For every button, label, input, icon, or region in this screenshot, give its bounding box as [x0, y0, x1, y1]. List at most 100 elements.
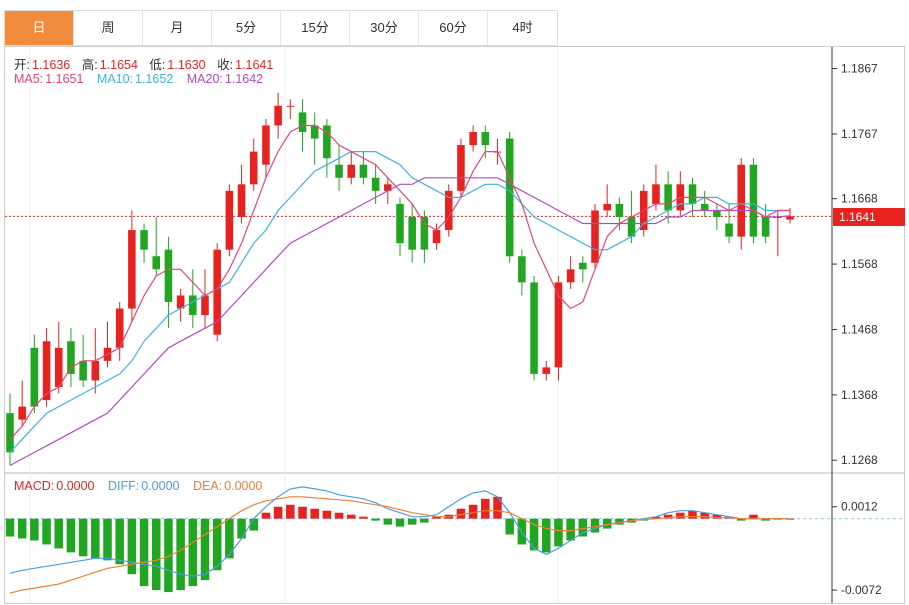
macd-bar [115, 518, 124, 565]
ma5-value: 1.1651 [45, 72, 84, 86]
macd-bar [420, 518, 429, 523]
macd-bar [529, 518, 539, 551]
candle-body [18, 406, 26, 420]
dea-line [9, 496, 790, 594]
candle-body [152, 256, 161, 270]
candle-body [213, 249, 221, 335]
current-price-label: 1.1641 [833, 208, 905, 226]
candle-body [79, 360, 87, 381]
ohlc-info: 开: 1.1636 高: 1.1654 低: 1.1630 收: 1.1641 [14, 54, 275, 73]
candle-body [30, 347, 39, 407]
candle-body [713, 210, 721, 217]
macd-bar [700, 512, 709, 519]
candle-body [761, 217, 770, 237]
macd-info: MACD: 0.0000 DIFF: 0.0000 DEA: 0.0000 [14, 479, 264, 493]
candle-body [323, 125, 331, 159]
candle-body [481, 132, 490, 146]
candle-body [700, 203, 709, 211]
chart-frame [4, 46, 905, 604]
candle-body [603, 203, 611, 211]
macd-bar [127, 518, 137, 575]
candle-body [408, 217, 416, 250]
candle-body [371, 177, 380, 191]
diff-label: DIFF: [108, 479, 140, 493]
candle-body [201, 295, 209, 316]
candle-body [566, 269, 575, 283]
candle-body [579, 262, 587, 270]
candle-body [274, 105, 282, 126]
macd-bar [712, 514, 722, 519]
candle-body [749, 164, 758, 237]
macd-bar [286, 504, 295, 519]
price-tick-label: 1.1767 [841, 127, 878, 141]
candle-body [115, 308, 124, 348]
period-tabs: 日 周 月 5分 15分 30分 60分 4时 [4, 10, 558, 46]
macd-bar [505, 518, 514, 535]
ma10-label: MA10: [96, 72, 134, 86]
candle-body [286, 105, 295, 107]
candle-body [335, 164, 343, 178]
price-tick-label: 1.1368 [841, 388, 878, 402]
high-value: 1.1654 [99, 58, 138, 72]
ma20-line [9, 177, 791, 467]
macd-bar [5, 518, 15, 537]
tab-5min[interactable]: 5分 [212, 11, 281, 45]
price-tick-label: 1.1468 [841, 322, 878, 336]
macd-bar [261, 512, 271, 519]
tab-day[interactable]: 日 [5, 11, 74, 45]
low-value: 1.1630 [167, 58, 206, 72]
candle-body [554, 282, 563, 368]
macd-bar [322, 510, 332, 519]
macd-bar [225, 518, 234, 559]
candle-body [627, 217, 636, 237]
tab-week[interactable]: 周 [74, 11, 143, 45]
macd-bar [334, 512, 344, 519]
macd-bar [54, 518, 64, 549]
macd-bar [578, 518, 588, 537]
candle-body [91, 360, 100, 381]
candle-body [518, 256, 526, 283]
macd-bar [468, 504, 478, 519]
tab-60min[interactable]: 60分 [419, 11, 488, 45]
macd-bar [17, 518, 27, 539]
candle-body [786, 216, 794, 220]
macd-bar [176, 518, 185, 591]
ma5-line [9, 124, 790, 440]
macd-bar [456, 508, 466, 519]
close-value: 1.1641 [235, 58, 274, 72]
ma20-label: MA20: [186, 72, 223, 86]
candle-body [664, 184, 672, 211]
macd-bar [407, 518, 417, 525]
tab-30min[interactable]: 30分 [350, 11, 419, 45]
macd-bar [432, 516, 441, 519]
candle-body [310, 125, 319, 139]
macd-bar [273, 506, 283, 519]
tab-15min[interactable]: 15分 [281, 11, 350, 45]
ma20-value: 1.1642 [224, 72, 264, 86]
macd-bar [298, 506, 307, 519]
macd-bar [371, 518, 380, 521]
price-tick-label: 1.1668 [841, 192, 878, 206]
macd-bar [237, 518, 246, 539]
macd-bar [200, 518, 210, 581]
candle-body [189, 295, 197, 316]
macd-bar [602, 518, 612, 529]
candle-body [615, 203, 624, 217]
macd-bar [188, 518, 198, 587]
candle-body [420, 217, 429, 250]
tab-month[interactable]: 月 [143, 11, 212, 45]
macd-bar [310, 508, 319, 519]
candle-body [347, 164, 356, 178]
close-label: 收: [217, 58, 234, 72]
candle-body [249, 151, 258, 185]
candle-body [444, 190, 453, 231]
candle-body [530, 282, 538, 374]
tab-4hour[interactable]: 4时 [512, 20, 533, 35]
macd-bar [30, 518, 39, 541]
macd-tick-label: -0.0072 [841, 583, 882, 597]
macd-bar [91, 518, 100, 559]
macd-bar [749, 514, 758, 519]
macd-bar [66, 518, 76, 553]
macd-bar [736, 518, 746, 521]
